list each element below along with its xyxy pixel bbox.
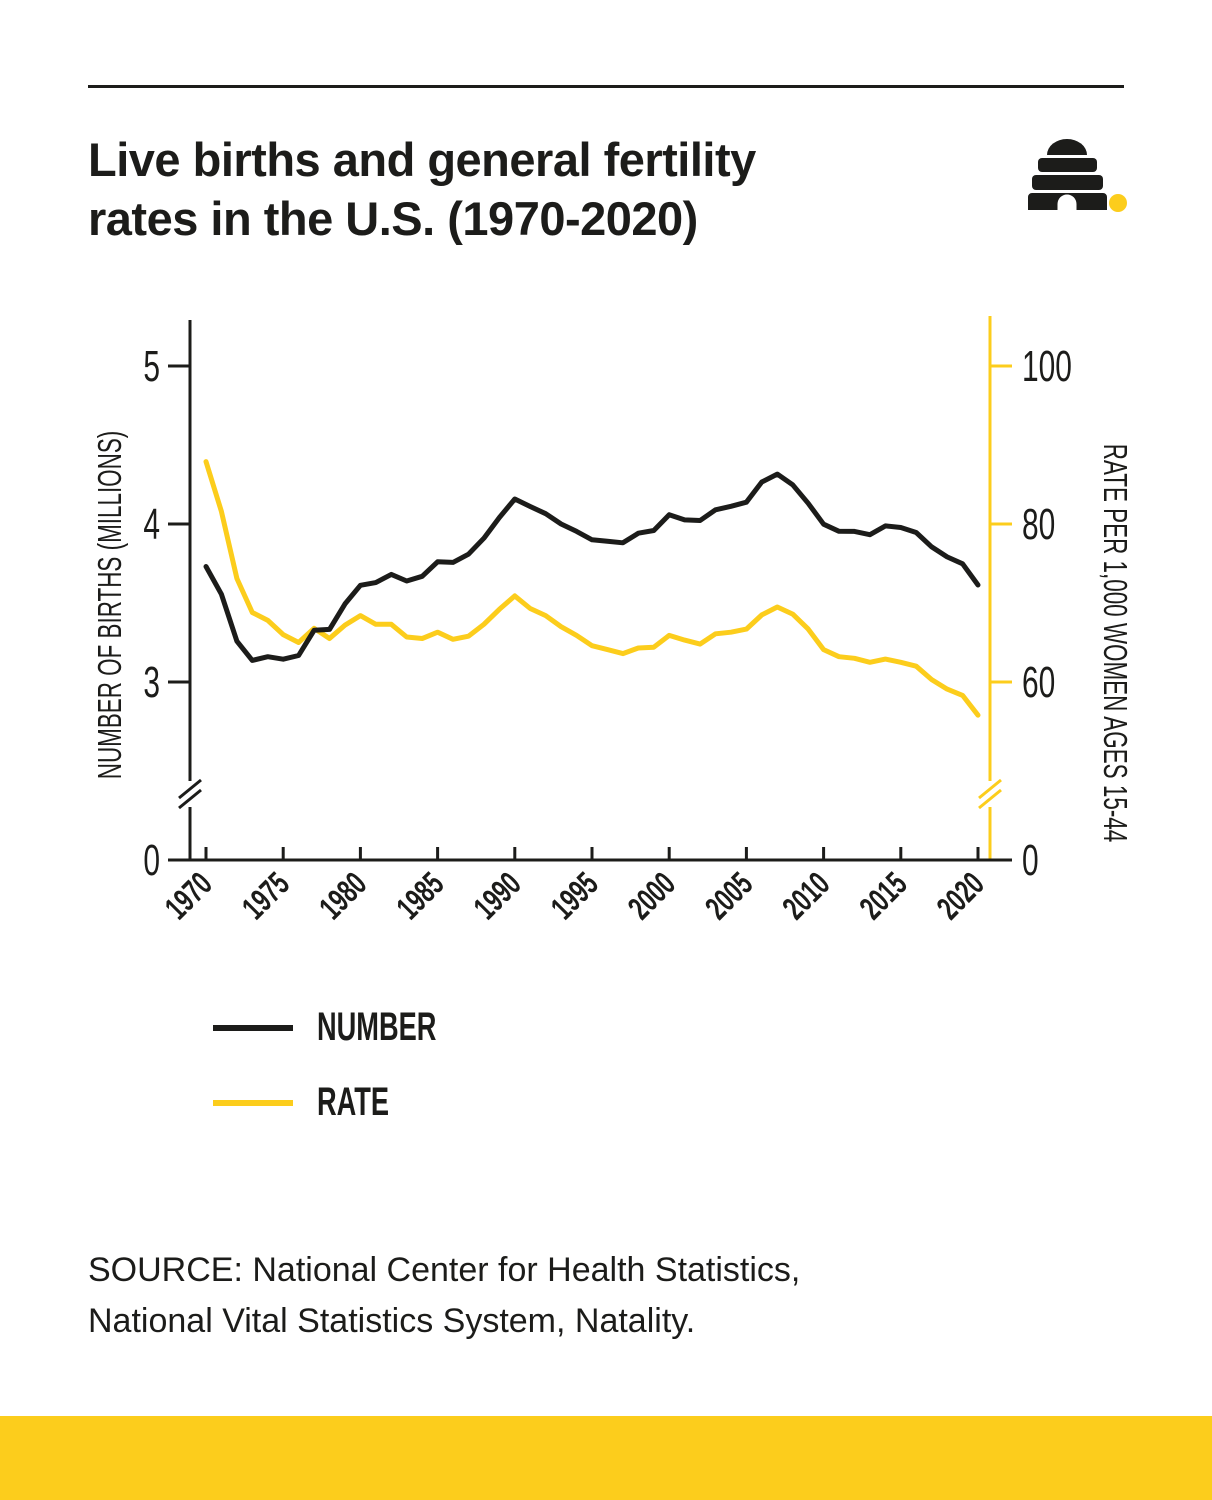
beehive-band-2	[1038, 158, 1097, 172]
x-axis-year-label: 1970	[157, 864, 219, 926]
right-axis-title: RATE PER 1,000 WOMEN AGES 15-44	[1097, 444, 1134, 842]
page-title-line2: rates in the U.S. (1970-2020)	[88, 192, 698, 245]
legend-swatch	[213, 1024, 293, 1031]
legend-item-number: NUMBER	[213, 1000, 493, 1055]
legend-item-rate: RATE	[213, 1075, 493, 1130]
right-axis-tick-label: 100	[1022, 341, 1072, 390]
chart-area: 5 4 3 0 100 80 60 0 1970 1975 1980 1985 1990 1995 2000…	[0, 300, 1212, 960]
beehive-band-3	[1032, 175, 1103, 190]
x-axis-year-label: 2000	[620, 864, 682, 926]
right-axis-tick-label: 80	[1022, 499, 1055, 548]
left-axis-tick-label: 5	[143, 341, 160, 390]
left-axis-break-slash	[178, 778, 202, 800]
page-title: Live births and general fertility rates …	[88, 130, 756, 248]
x-axis-year-label: 1985	[389, 864, 451, 926]
right-axis-break-slash	[978, 788, 1002, 810]
source-line2: National Vital Statistics System, Natali…	[88, 1302, 696, 1340]
left-axis-tick-label: 3	[143, 657, 160, 706]
x-axis-year-label: 2020	[929, 864, 991, 926]
page-title-line1: Live births and general fertility	[88, 133, 756, 186]
source-note: SOURCE: National Center for Health Stati…	[88, 1245, 800, 1347]
x-axis-year-label: 2010	[775, 864, 837, 926]
legend-swatch	[213, 1099, 293, 1106]
source-line1: SOURCE: National Center for Health Stati…	[88, 1251, 801, 1289]
beehive-band-4	[1028, 193, 1107, 210]
x-axis-year-label: 1990	[466, 864, 528, 926]
x-axis-year-label: 1975	[234, 864, 296, 926]
footer-yellow-bar	[0, 1416, 1212, 1500]
legend: NUMBER RATE	[213, 1000, 493, 1150]
x-axis-year-label: 1980	[312, 864, 374, 926]
right-axis-tick-label: 0	[1022, 835, 1039, 884]
top-divider	[88, 85, 1124, 88]
beehive-logo	[1028, 139, 1127, 212]
left-axis-tick-label: 4	[143, 499, 160, 548]
left-axis-tick-label: 0	[143, 835, 160, 884]
x-axis-year-label: 2015	[852, 864, 914, 926]
number-series-line	[203, 471, 981, 663]
beehive-dome	[1047, 139, 1087, 155]
legend-label: RATE	[317, 1080, 390, 1124]
right-axis-break-slash	[978, 778, 1002, 800]
logo-yellow-dot	[1109, 194, 1127, 212]
legend-label: NUMBER	[317, 1005, 437, 1049]
rate-series-line	[203, 459, 981, 718]
x-axis-year-label: 1995	[543, 864, 605, 926]
left-axis-title: NUMBER OF BIRTHS (MILLIONS)	[91, 431, 128, 780]
left-axis-break-slash	[178, 788, 202, 810]
right-axis-tick-label: 60	[1022, 657, 1055, 706]
x-axis-year-label: 2005	[698, 864, 760, 926]
